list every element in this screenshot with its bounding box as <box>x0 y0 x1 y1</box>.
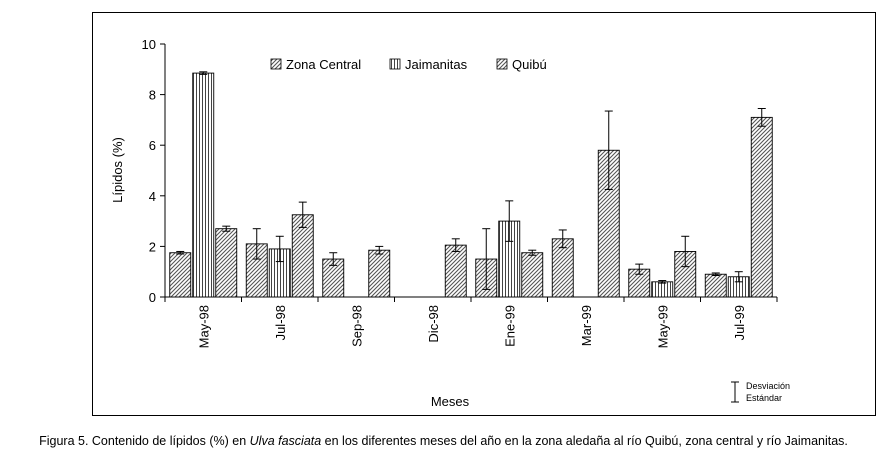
bar <box>651 281 674 298</box>
sd-legend-glyph <box>731 381 739 403</box>
x-tick-label: May-99 <box>655 305 670 348</box>
legend-swatch-jaimanitas <box>389 58 401 70</box>
caption-suffix: en los diferentes meses del año en la zo… <box>321 434 848 448</box>
legend-swatch-zona-central <box>270 58 282 70</box>
sd-legend-line-1: Desviación <box>746 381 790 391</box>
bar <box>521 252 544 298</box>
bar <box>750 116 773 298</box>
y-tick-label: 8 <box>149 88 156 103</box>
legend-label-quibu: Quibú <box>512 57 547 72</box>
legend-swatch-quibu <box>496 58 508 70</box>
legend-label-zona-central: Zona Central <box>286 57 361 72</box>
x-axis-title: Meses <box>431 394 470 409</box>
legend-label-jaimanitas: Jaimanitas <box>405 57 468 72</box>
y-tick-label: 6 <box>149 138 156 153</box>
y-tick-label: 10 <box>142 37 156 52</box>
y-axis-title: Lípidos (%) <box>110 137 125 203</box>
caption-species: Ulva fasciata <box>249 434 322 448</box>
bar <box>169 252 192 298</box>
bar <box>368 249 391 298</box>
x-tick-label: May-98 <box>196 305 211 348</box>
bars <box>169 71 773 298</box>
legend: Zona Central Jaimanitas Quibú <box>270 57 547 72</box>
caption-prefix: Figura 5. Contenido de lípidos (%) en <box>39 434 250 448</box>
y-tick-label: 0 <box>149 290 156 305</box>
y-tick-label: 2 <box>149 239 156 254</box>
x-tick-label: Jul-99 <box>732 305 747 340</box>
x-tick-label: Jul-98 <box>273 305 288 340</box>
chart: 0 2 4 6 8 10 May-98 Jul-98 Sep-98 Dic-98 Ene-99 Mar… <box>110 37 790 409</box>
bar <box>215 228 238 298</box>
x-tick-label: Sep-98 <box>349 305 364 347</box>
labels: 0 2 4 6 8 10 May-98 Jul-98 Sep-98 Dic-98 Ene-99 Mar… <box>142 37 747 348</box>
bar <box>704 273 727 298</box>
x-tick-label: Dic-98 <box>426 305 441 343</box>
figure-caption: Figura 5. Contenido de lípidos (%) en Ul… <box>0 434 887 448</box>
bar <box>444 244 467 298</box>
y-tick-label: 4 <box>149 189 156 204</box>
x-tick-label: Mar-99 <box>579 305 594 346</box>
x-tick-label: Ene-99 <box>502 305 517 347</box>
bar <box>192 72 215 298</box>
chart-frame <box>92 12 876 416</box>
sd-legend-line-2: Estándar <box>746 393 782 403</box>
sd-legend: Desviación Estándar <box>731 381 790 403</box>
